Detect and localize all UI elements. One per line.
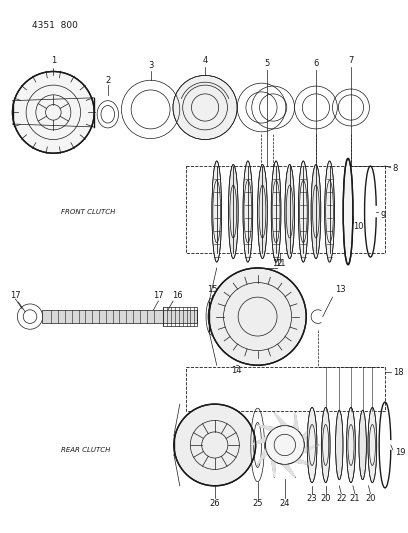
Polygon shape [271, 459, 276, 478]
Text: 1: 1 [51, 56, 56, 66]
Text: FRONT CLUTCH: FRONT CLUTCH [61, 208, 115, 215]
Circle shape [173, 75, 237, 140]
Text: 20: 20 [365, 494, 376, 503]
Bar [163, 307, 197, 326]
Text: 8: 8 [393, 164, 398, 173]
Ellipse shape [271, 161, 281, 262]
Ellipse shape [343, 158, 353, 265]
Text: 4: 4 [202, 56, 208, 66]
Polygon shape [274, 413, 288, 426]
Circle shape [13, 71, 94, 153]
Text: 20: 20 [320, 494, 331, 503]
Text: 6: 6 [313, 59, 319, 68]
Ellipse shape [359, 410, 366, 480]
Ellipse shape [325, 161, 335, 262]
Ellipse shape [298, 161, 308, 262]
Text: 18: 18 [393, 368, 404, 376]
Bar [42, 310, 197, 324]
Text: 11: 11 [275, 259, 285, 268]
Ellipse shape [311, 165, 321, 259]
Polygon shape [294, 413, 298, 431]
Circle shape [265, 425, 304, 464]
Polygon shape [302, 425, 313, 442]
Text: 22: 22 [336, 494, 346, 503]
Circle shape [174, 404, 256, 486]
Polygon shape [282, 464, 295, 478]
Text: 23: 23 [307, 494, 317, 503]
Text: 12: 12 [272, 259, 282, 268]
Text: 10: 10 [353, 222, 364, 231]
Text: 9: 9 [380, 211, 386, 220]
Ellipse shape [285, 165, 295, 259]
Ellipse shape [335, 410, 343, 480]
Bar [186, 166, 385, 253]
Text: 5: 5 [265, 59, 270, 68]
Circle shape [209, 268, 306, 365]
Text: 15: 15 [206, 285, 217, 294]
Text: 16: 16 [173, 290, 183, 300]
Text: REAR CLUTCH: REAR CLUTCH [61, 447, 111, 453]
Text: 17: 17 [153, 290, 164, 300]
Text: 21: 21 [350, 494, 360, 503]
Bar [186, 367, 385, 411]
Text: 25: 25 [252, 499, 263, 508]
Text: 26: 26 [209, 499, 220, 508]
Text: 3: 3 [148, 61, 153, 70]
Ellipse shape [321, 407, 330, 482]
Polygon shape [257, 425, 276, 431]
Text: 14: 14 [231, 366, 242, 375]
Ellipse shape [212, 161, 222, 262]
Ellipse shape [368, 407, 377, 482]
Ellipse shape [346, 407, 355, 482]
Polygon shape [302, 445, 319, 454]
Polygon shape [251, 437, 267, 445]
Polygon shape [294, 459, 313, 465]
Text: 2: 2 [105, 76, 111, 85]
Polygon shape [257, 448, 267, 465]
Text: 24: 24 [279, 499, 290, 508]
Text: 4351  800: 4351 800 [32, 21, 78, 30]
Ellipse shape [307, 407, 317, 482]
Ellipse shape [228, 165, 238, 259]
Ellipse shape [243, 161, 253, 262]
Ellipse shape [257, 165, 267, 259]
Text: 19: 19 [395, 448, 405, 457]
Text: 17: 17 [11, 290, 21, 300]
Text: 13: 13 [335, 285, 346, 294]
Text: 7: 7 [348, 56, 354, 66]
